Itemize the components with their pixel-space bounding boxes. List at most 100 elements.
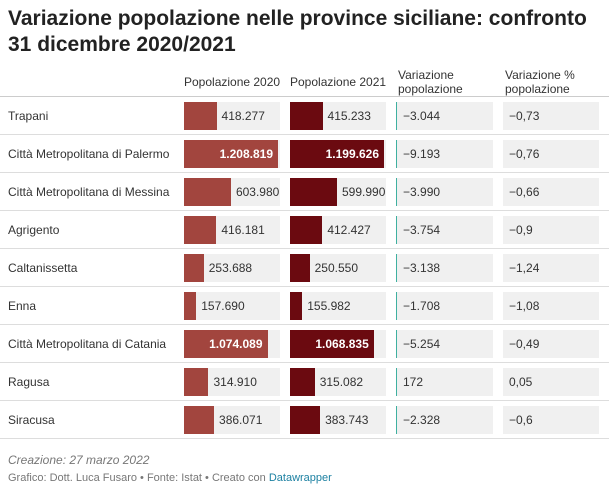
bar xyxy=(184,330,268,358)
value-label: −0,66 xyxy=(509,185,540,199)
value-cell: −5.254 xyxy=(396,330,493,358)
value-cell: −0,6 xyxy=(503,406,599,434)
row-label: Città Metropolitana di Messina xyxy=(8,185,170,199)
row: Ragusa 314.910 315.082 172 0,05 xyxy=(0,363,609,401)
value-cell: −3.138 xyxy=(396,254,493,282)
row-label: Agrigento xyxy=(8,223,60,237)
bar xyxy=(184,406,215,434)
value-label: 1.208.819 xyxy=(219,147,273,161)
value-cell: −1,24 xyxy=(503,254,599,282)
value-label: 415.233 xyxy=(327,109,371,123)
value-label: −0,76 xyxy=(509,147,540,161)
column-header: Variazione % popolazione xyxy=(505,68,575,96)
value-label: 157.690 xyxy=(201,299,245,313)
link[interactable]: Datawrapper xyxy=(268,472,332,484)
bar xyxy=(184,178,231,206)
value-label: 155.982 xyxy=(307,299,351,313)
value-label: 386.071 xyxy=(219,413,263,427)
bar xyxy=(184,292,197,320)
value-label: −1,24 xyxy=(509,261,540,275)
header-rule xyxy=(0,96,609,97)
value-label: 383.743 xyxy=(325,413,369,427)
bar-cell: 155.982 xyxy=(290,292,386,320)
row-label: Ragusa xyxy=(8,375,50,389)
value-cell: −0,9 xyxy=(503,216,599,244)
value-cell: −9.193 xyxy=(396,140,493,168)
value-cell: −0,66 xyxy=(503,178,599,206)
row: Agrigento 416.181 412.427 −3.754 −0,9 xyxy=(0,211,609,249)
value-label: 250.550 xyxy=(314,261,359,275)
bar xyxy=(290,140,384,168)
row-label: Enna xyxy=(8,299,37,313)
row-label: Caltanissetta xyxy=(8,261,78,275)
bar-cell: 1.068.835 xyxy=(290,330,386,358)
row-label: Siracusa xyxy=(8,413,55,427)
row: Caltanissetta 253.688 250.550 −3.138 −1,24 xyxy=(0,249,609,287)
value-cell: −2.328 xyxy=(396,406,493,434)
value-label: 314.910 xyxy=(213,375,257,389)
row: Città Metropolitana di Palermo 1.208.819 1… xyxy=(0,135,609,173)
value-cell: −3.044 xyxy=(396,102,493,130)
value-label: 412.427 xyxy=(327,223,371,237)
value-label: −0,6 xyxy=(509,413,533,427)
bar xyxy=(184,216,217,244)
byline-row: Grafico: Dott. Luca Fusaro • Fonte: Ista… xyxy=(8,472,332,484)
value-cell: 0,05 xyxy=(503,368,599,396)
row: Città Metropolitana di Messina 603.980 599… xyxy=(0,173,609,211)
row: Trapani 418.277 415.233 −3.044 −0,73 xyxy=(0,97,609,135)
bar-cell: 1.208.819 xyxy=(184,140,280,168)
bar-cell: 383.743 xyxy=(290,406,386,434)
value-label: 416.181 xyxy=(221,223,265,237)
bar xyxy=(290,254,310,282)
value-label: 1.199.626 xyxy=(325,147,379,161)
bar xyxy=(184,140,278,168)
value-label: −3.138 xyxy=(403,261,441,275)
value-label: −0,73 xyxy=(509,109,540,123)
value-label: −0,9 xyxy=(509,223,533,237)
bar-cell: 416.181 xyxy=(184,216,280,244)
row-label: Trapani xyxy=(8,109,49,123)
bar xyxy=(290,178,337,206)
value-cell: −3.754 xyxy=(396,216,493,244)
bar-cell: 250.550 xyxy=(290,254,386,282)
column-header: Variazione popolazione xyxy=(398,68,463,96)
bar-cell: 412.427 xyxy=(290,216,386,244)
bar xyxy=(184,368,209,396)
value-label: −0,49 xyxy=(509,337,540,351)
bar xyxy=(290,102,323,130)
column-header: Popolazione 2021 xyxy=(290,75,387,89)
column-header: Popolazione 2020 xyxy=(184,75,281,89)
row-label: Città Metropolitana di Catania xyxy=(8,337,167,351)
bar-cell: 253.688 xyxy=(184,254,280,282)
value-label: −1.708 xyxy=(403,299,441,313)
bar-cell: 157.690 xyxy=(184,292,280,320)
bar-cell: 599.990 xyxy=(290,178,386,206)
value-label: 315.082 xyxy=(319,375,364,389)
value-cell: −1,08 xyxy=(503,292,599,320)
bar xyxy=(290,406,321,434)
bar xyxy=(184,102,217,130)
value-label: 0,05 xyxy=(509,375,533,389)
value-label: −5.254 xyxy=(403,337,441,351)
bar xyxy=(184,254,204,282)
row-label: Città Metropolitana di Palermo xyxy=(8,147,170,161)
bar-cell: 1.074.089 xyxy=(184,330,280,358)
value-cell: −3.990 xyxy=(396,178,493,206)
value-cell: 172 xyxy=(396,368,493,396)
value-label: 253.688 xyxy=(208,261,253,275)
bar xyxy=(290,292,303,320)
bar-cell: 315.082 xyxy=(290,368,386,396)
bar-cell: 418.277 xyxy=(184,102,280,130)
value-label: 1.074.089 xyxy=(209,337,263,351)
value-label: −3.754 xyxy=(403,223,441,237)
value-cell: −0,76 xyxy=(503,140,599,168)
value-label: 1.068.835 xyxy=(315,337,369,351)
bar-cell: 314.910 xyxy=(184,368,280,396)
value-label: 172 xyxy=(403,375,424,389)
value-label: −9.193 xyxy=(403,147,441,161)
value-cell: −0,49 xyxy=(503,330,599,358)
bar xyxy=(290,216,323,244)
bar-cell: 415.233 xyxy=(290,102,386,130)
